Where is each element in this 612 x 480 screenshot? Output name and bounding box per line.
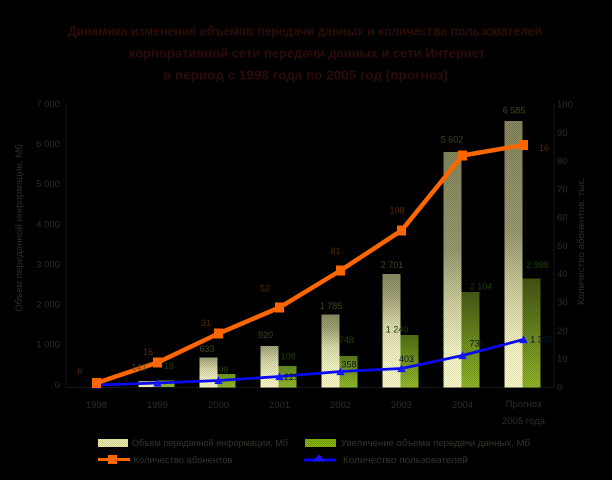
svg-text:5 000: 5 000 (36, 179, 60, 190)
svg-text:7 000: 7 000 (36, 99, 60, 110)
svg-text:403: 403 (399, 354, 414, 364)
svg-text:корпоративной сети передачи да: корпоративной сети передачи данных и сет… (129, 47, 485, 61)
svg-text:108: 108 (389, 206, 404, 216)
svg-text:2 988: 2 988 (526, 260, 549, 270)
svg-text:30: 30 (557, 298, 568, 309)
svg-text:70: 70 (557, 184, 568, 195)
svg-text:748: 748 (339, 335, 354, 345)
svg-text:81: 81 (330, 246, 340, 256)
svg-text:2 701: 2 701 (381, 260, 404, 270)
svg-text:2000: 2000 (208, 400, 229, 411)
svg-text:2003: 2003 (391, 400, 412, 411)
svg-text:1 785: 1 785 (320, 301, 343, 311)
svg-text:1 000: 1 000 (36, 340, 60, 351)
svg-text:Увеличение объема передачи дан: Увеличение объема передачи данных, Мб (341, 438, 531, 449)
svg-text:100: 100 (557, 100, 573, 111)
svg-text:Объем переданной информации, М: Объем переданной информации, Мб (132, 438, 289, 449)
svg-text:Объем переданной информации, М: Объем переданной информации, Мб (14, 143, 25, 312)
svg-text:141: 141 (131, 363, 146, 373)
svg-text:920: 920 (258, 330, 273, 340)
svg-text:16: 16 (143, 347, 153, 357)
svg-text:Количество пользователей: Количество пользователей (343, 455, 468, 466)
svg-text:1 240: 1 240 (386, 325, 409, 335)
svg-text:52: 52 (260, 284, 270, 294)
svg-text:4 000: 4 000 (36, 219, 60, 230)
svg-text:633: 633 (199, 344, 214, 354)
svg-text:Количество абонентов, тыс.: Количество абонентов, тыс. (576, 177, 587, 305)
svg-text:40: 40 (557, 269, 568, 280)
svg-text:6 585: 6 585 (503, 106, 526, 116)
svg-text:Динамика изменения объемов пер: Динамика изменения объемов передачи данн… (68, 25, 542, 39)
svg-text:50: 50 (557, 241, 568, 252)
svg-text:80: 80 (557, 156, 568, 167)
svg-text:1998: 1998 (86, 400, 107, 411)
svg-text:6 000: 6 000 (36, 139, 60, 150)
svg-text:736: 736 (469, 339, 484, 349)
svg-text:1999: 1999 (147, 400, 168, 411)
svg-text:20: 20 (557, 326, 568, 337)
svg-text:Прогноз: Прогноз (506, 399, 542, 410)
svg-text:19: 19 (164, 361, 174, 371)
svg-text:3 000: 3 000 (36, 259, 60, 270)
svg-text:2 104: 2 104 (470, 282, 493, 292)
svg-text:2001: 2001 (269, 400, 290, 411)
svg-text:2 000: 2 000 (36, 300, 60, 311)
svg-text:16: 16 (539, 143, 549, 153)
svg-text:2004: 2004 (452, 400, 473, 411)
svg-text:1 385: 1 385 (530, 335, 553, 345)
svg-text:60: 60 (557, 213, 568, 224)
svg-text:Количество абонентов: Количество абонентов (134, 455, 233, 466)
svg-text:0: 0 (55, 380, 60, 391)
svg-text:0: 0 (557, 382, 562, 393)
svg-text:2005 года: 2005 года (502, 416, 546, 427)
svg-text:6: 6 (77, 366, 82, 376)
svg-text:31: 31 (201, 318, 211, 328)
svg-text:2002: 2002 (330, 400, 351, 411)
svg-text:5 602: 5 602 (441, 135, 464, 145)
svg-text:в период с 1998 года по 2005 г: в период с 1998 года по 2005 год (прогно… (163, 69, 448, 83)
svg-text:108: 108 (280, 352, 295, 362)
svg-text:229: 229 (284, 372, 299, 382)
svg-text:98: 98 (218, 365, 228, 375)
svg-text:90: 90 (557, 128, 568, 139)
svg-text:10: 10 (557, 354, 568, 365)
svg-text:358: 358 (341, 360, 356, 370)
